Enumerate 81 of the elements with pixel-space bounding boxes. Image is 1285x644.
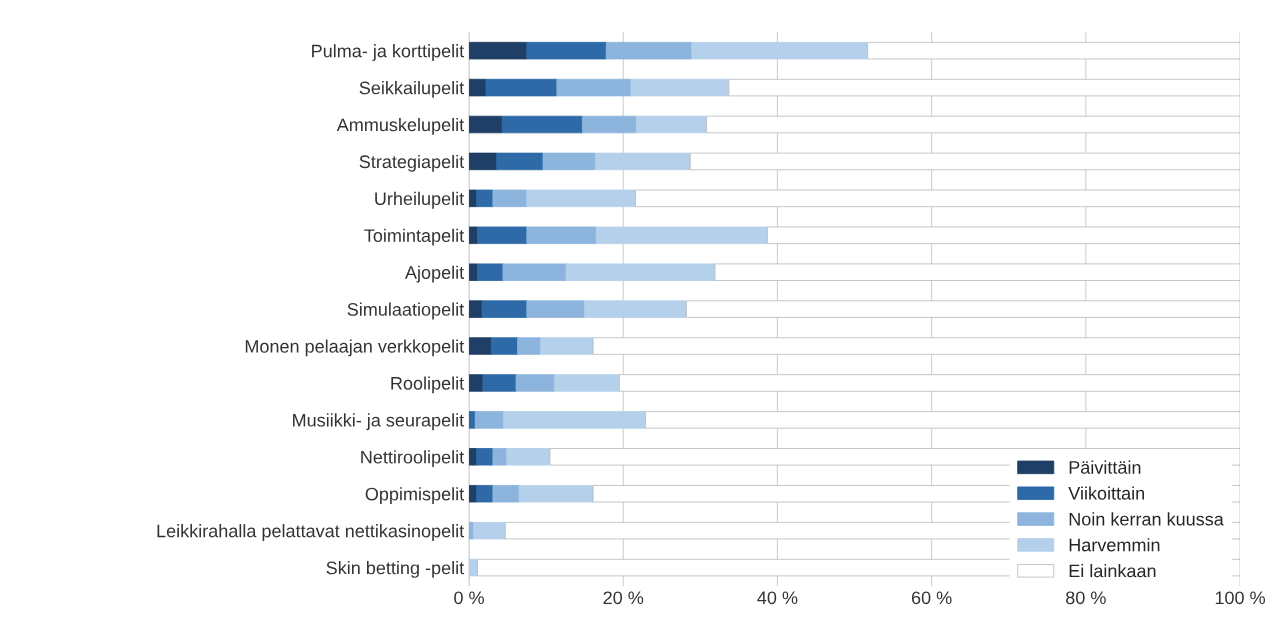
y-tick-label: Monen pelaajan verkkopelit: [245, 339, 465, 357]
bar: [469, 41, 528, 60]
y-tick-label: Skin betting -pelit: [326, 561, 465, 578]
x-tick-label: 100 %: [1215, 591, 1265, 605]
bar: [618, 374, 1241, 392]
bar: [518, 485, 594, 503]
bar: [766, 226, 1241, 244]
bar: [526, 189, 636, 208]
y-tick-label: Seikkailupelit: [359, 81, 465, 98]
x-tick-label: 80 %: [1066, 591, 1106, 605]
y-tick-label: Roolipelit: [391, 376, 465, 394]
x-tick-label: 20 %: [603, 591, 644, 605]
y-tick-label: Leikkirahalla pelattavat nettikasinopelit: [157, 524, 465, 541]
bar: [554, 374, 620, 392]
bar: [477, 263, 504, 281]
bar: [542, 152, 596, 171]
y-tick-label: Strategiapelit: [359, 154, 465, 172]
y-tick-label: Musiikki- ja seurapelit: [293, 413, 465, 431]
legend-label: Harvemmin: [1069, 538, 1160, 552]
bar: [506, 448, 551, 466]
bar: [540, 337, 594, 355]
bar: [502, 263, 567, 281]
bar: [473, 521, 506, 540]
bar: [482, 374, 517, 392]
bar: [485, 78, 558, 97]
bar: [469, 115, 503, 134]
bar: [490, 337, 519, 355]
bar: [481, 300, 528, 318]
bar: [476, 485, 494, 503]
bar: [526, 226, 597, 244]
y-tick-label: Ammuskelupelit: [336, 117, 465, 135]
bar: [595, 226, 768, 244]
bar: [689, 152, 1241, 171]
y-tick-label: Simulaatiopelit: [347, 302, 465, 320]
legend-label: Noin kerran kuussa: [1069, 512, 1224, 526]
bar: [706, 115, 1241, 134]
bar: [503, 411, 646, 429]
bar: [517, 337, 542, 355]
bar: [565, 263, 716, 281]
x-tick-label: 40 %: [757, 591, 798, 605]
bar: [496, 152, 544, 171]
bar: [867, 41, 1241, 60]
bar: [605, 41, 693, 60]
legend-label: Päivittäin: [1069, 460, 1141, 474]
bar: [477, 226, 528, 244]
bar: [595, 152, 691, 171]
y-tick-label: Toimintapelit: [364, 228, 465, 246]
bar: [469, 337, 492, 355]
bar: [476, 189, 494, 208]
bar: [645, 411, 1241, 429]
bar: [581, 115, 637, 134]
bar: [691, 41, 869, 60]
bar: [592, 337, 1241, 355]
legend-label: Ei lainkaan: [1069, 564, 1156, 578]
y-tick-label: Pulma- ja korttipelit: [312, 44, 465, 61]
bar: [584, 300, 687, 318]
bar: [501, 115, 583, 134]
bar: [515, 374, 556, 392]
x-tick-label: 0 %: [454, 591, 484, 605]
legend-label: Viikoittain: [1068, 486, 1145, 500]
bar: [469, 152, 498, 171]
bar: [630, 78, 730, 97]
y-tick-label: Ajopelit: [404, 265, 465, 283]
y-tick-label: Nettiroolipelit: [361, 450, 465, 468]
bar: [492, 189, 528, 208]
bar: [635, 189, 1241, 208]
bar: [474, 411, 505, 429]
bar: [556, 78, 632, 97]
bar: [476, 448, 494, 466]
y-tick-label: Urheilupelit: [375, 191, 465, 209]
bar: [635, 115, 707, 134]
bar: [714, 263, 1241, 281]
bar: [728, 78, 1241, 97]
x-tick-label: 60 %: [911, 591, 952, 605]
bar: [686, 300, 1241, 318]
bar: [526, 300, 586, 318]
y-tick-label: Oppimispelit: [365, 487, 465, 505]
bar: [469, 558, 478, 577]
bar: [526, 41, 607, 60]
bar: [492, 485, 520, 503]
bar: [492, 448, 508, 466]
